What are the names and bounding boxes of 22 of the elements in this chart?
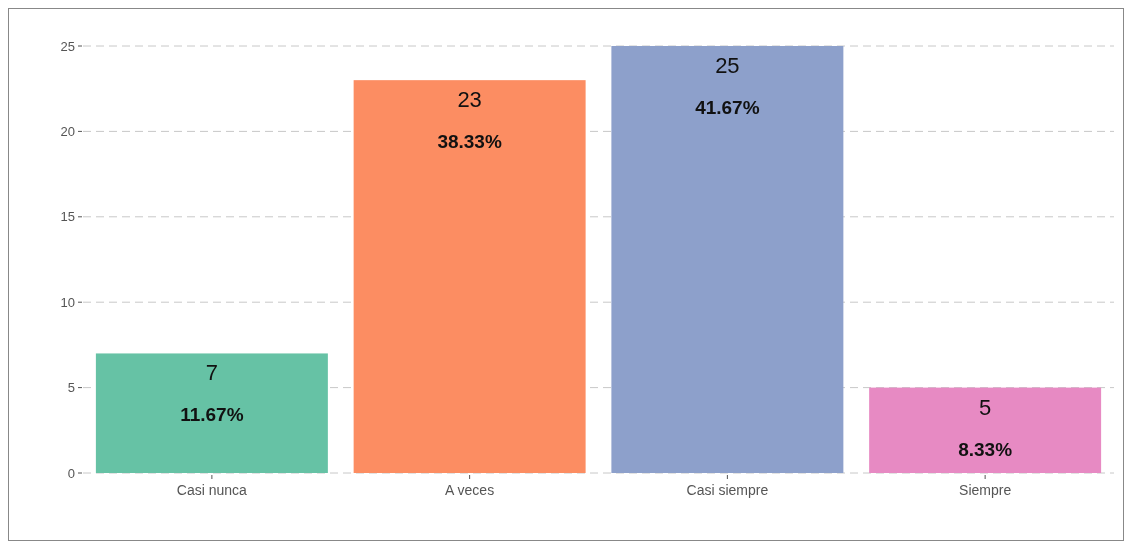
bar [869, 387, 1102, 473]
annotation: 41.67% [695, 97, 760, 118]
y-tick-label: 20 [60, 123, 75, 139]
bar [611, 46, 844, 473]
x-tick-label: A veces [445, 482, 495, 498]
x-tick-label: Siempre [959, 482, 1012, 498]
annotation: 8.33% [958, 438, 1013, 460]
y-tick-label: 5 [67, 380, 75, 396]
y-tick-label: 0 [67, 465, 75, 481]
x-tick-label: Casi siempre [686, 482, 769, 498]
y-tick-label: 15 [60, 209, 75, 225]
x-tick-label: Casi nunca [176, 482, 248, 498]
y-tick-label: 25 [60, 38, 75, 54]
data-label: 7 [205, 360, 218, 386]
data-label: 5 [979, 394, 992, 420]
data-label: 25 [715, 53, 740, 78]
y-tick-label: 10 [60, 294, 75, 310]
annotation: 38.33% [437, 131, 502, 153]
bar [353, 80, 586, 473]
annotation: 11.67% [180, 404, 244, 426]
data-label: 23 [457, 87, 482, 113]
bar [95, 353, 328, 473]
